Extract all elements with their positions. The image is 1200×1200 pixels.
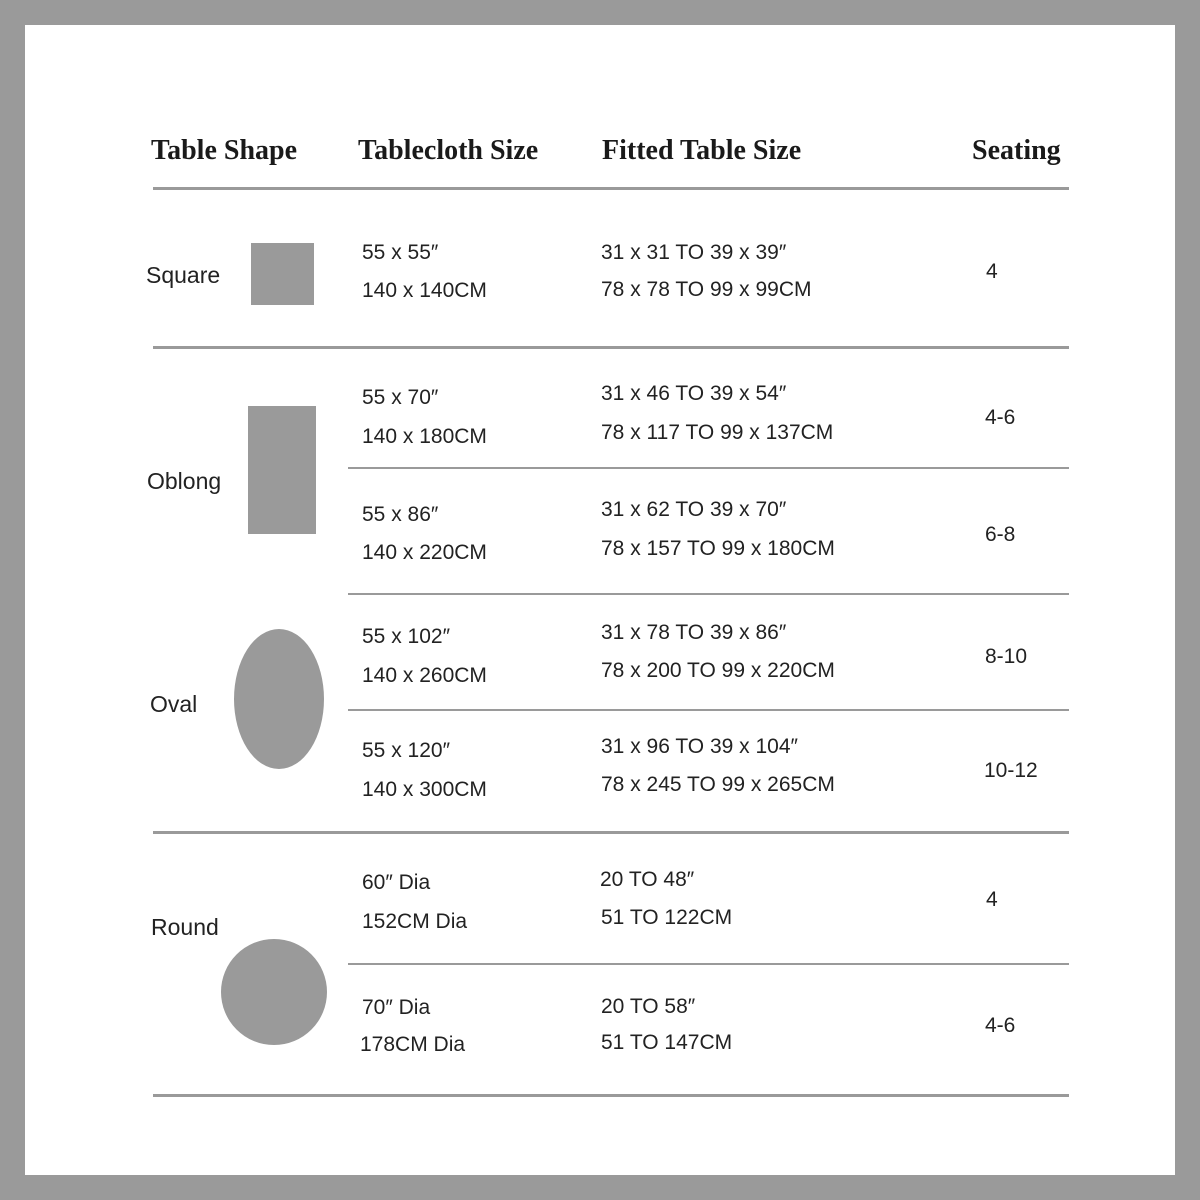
fitted-size-inches: 20 TO 48″	[600, 868, 695, 891]
tablecloth-size-inches: 55 x 70″	[362, 386, 439, 409]
header-table-shape: Table Shape	[151, 135, 298, 166]
fitted-size-cm: 78 x 245 TO 99 x 265CM	[601, 773, 835, 796]
oblong-table-icon	[248, 406, 316, 534]
fitted-size-inches: 31 x 96 TO 39 x 104″	[601, 735, 798, 758]
seating-value: 4-6	[985, 406, 1016, 429]
seating-value: 4-6	[985, 1014, 1016, 1037]
size-chart-panel	[25, 25, 1175, 1175]
tablecloth-size-cm: 140 x 140CM	[362, 279, 487, 302]
fitted-size-inches: 31 x 62 TO 39 x 70″	[601, 498, 787, 521]
fitted-size-inches: 20 TO 58″	[601, 995, 696, 1018]
tablecloth-size-inches: 55 x 86″	[362, 503, 439, 526]
header-divider	[153, 187, 1069, 190]
header-tablecloth-size: Tablecloth Size	[358, 135, 539, 166]
oval-table-icon	[234, 629, 324, 769]
tablecloth-size-cm: 178CM Dia	[360, 1033, 466, 1056]
row-divider	[348, 467, 1069, 469]
tablecloth-size-inches: 55 x 55″	[362, 241, 439, 264]
shape-label-round: Round	[151, 914, 219, 940]
seating-value: 10-12	[984, 759, 1038, 782]
seating-value: 4	[986, 888, 998, 911]
seating-value: 4	[986, 260, 998, 283]
row-divider	[348, 963, 1069, 965]
fitted-size-inches: 31 x 78 TO 39 x 86″	[601, 621, 787, 644]
tablecloth-size-cm: 140 x 220CM	[362, 541, 487, 564]
seating-value: 8-10	[985, 645, 1028, 668]
shape-label-oval: Oval	[150, 691, 198, 717]
square-table-icon	[251, 243, 314, 305]
row-divider	[348, 593, 1069, 595]
tablecloth-size-cm: 152CM Dia	[362, 910, 468, 933]
tablecloth-size-inches: 70″ Dia	[362, 996, 431, 1019]
tablecloth-size-inches: 60″ Dia	[362, 871, 431, 894]
seating-value: 6-8	[985, 523, 1016, 546]
tablecloth-size-cm: 140 x 180CM	[362, 425, 487, 448]
fitted-size-cm: 78 x 117 TO 99 x 137CM	[601, 421, 834, 444]
header-fitted-table-size: Fitted Table Size	[602, 135, 802, 166]
fitted-size-inches: 31 x 46 TO 39 x 54″	[601, 382, 787, 405]
bottom-divider	[153, 1094, 1069, 1097]
tablecloth-size-cm: 140 x 260CM	[362, 664, 487, 687]
round-table-icon	[221, 939, 327, 1045]
fitted-size-inches: 31 x 31 TO 39 x 39″	[601, 241, 787, 264]
shape-label-square: Square	[146, 262, 221, 288]
tablecloth-size-inches: 55 x 120″	[362, 739, 450, 762]
shape-label-oblong: Oblong	[147, 468, 222, 494]
group-divider	[153, 346, 1069, 349]
row-divider	[348, 709, 1069, 711]
fitted-size-cm: 78 x 157 TO 99 x 180CM	[601, 537, 835, 560]
tablecloth-size-inches: 55 x 102″	[362, 625, 450, 648]
fitted-size-cm: 78 x 200 TO 99 x 220CM	[601, 659, 835, 682]
group-divider	[153, 831, 1069, 834]
fitted-size-cm: 78 x 78 TO 99 x 99CM	[601, 278, 812, 301]
tablecloth-size-cm: 140 x 300CM	[362, 778, 487, 801]
fitted-size-cm: 51 TO 122CM	[601, 906, 733, 929]
fitted-size-cm: 51 TO 147CM	[601, 1031, 733, 1054]
header-seating: Seating	[972, 135, 1061, 166]
